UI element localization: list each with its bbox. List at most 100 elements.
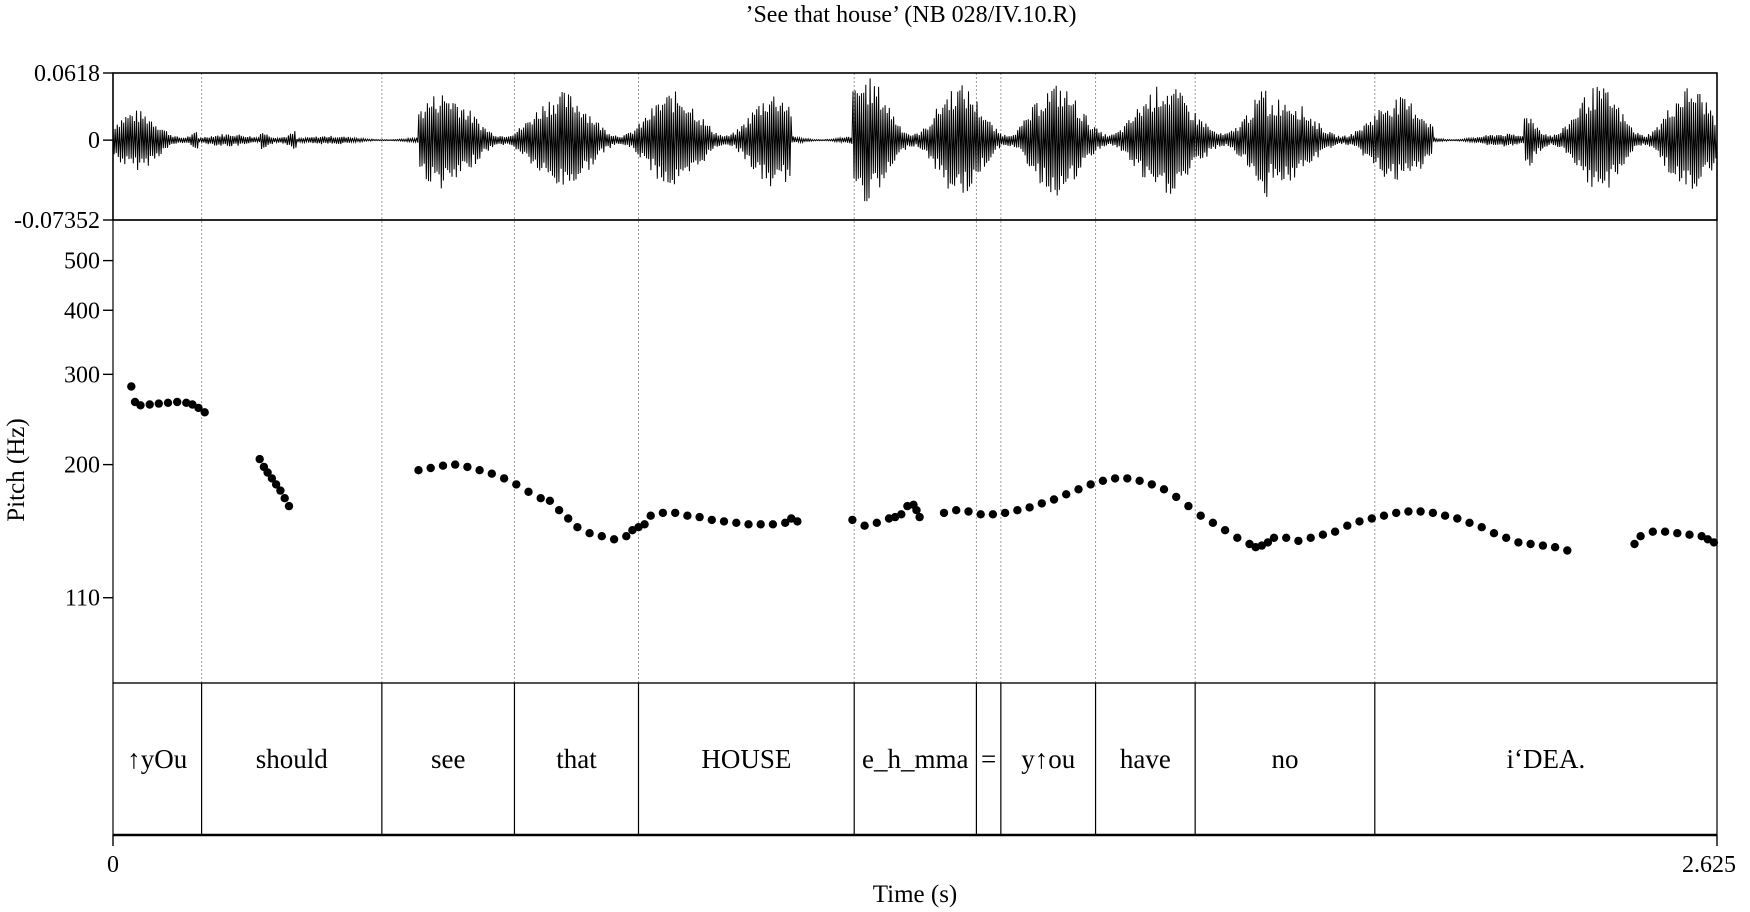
pitch-point	[127, 382, 136, 391]
tier-label: y↑ou	[1021, 744, 1076, 774]
pitch-point	[173, 397, 182, 407]
pitch-frame	[112, 219, 1718, 684]
pitch-point	[1000, 508, 1010, 518]
pitch-point	[597, 532, 606, 541]
pitch-point	[1453, 514, 1462, 523]
pitch-point	[1404, 507, 1413, 516]
pitch-point	[1062, 490, 1071, 499]
pitch-point	[1660, 527, 1670, 536]
waveform-y-tick-label: -0.07352	[14, 208, 100, 234]
waveform-panel	[112, 78, 1718, 202]
tier-label: =	[981, 744, 996, 774]
pitch-point	[136, 401, 145, 410]
pitch-point	[976, 510, 985, 519]
pitch-point	[707, 515, 716, 525]
pitch-point	[897, 510, 906, 519]
pitch-point	[646, 511, 655, 520]
pitch-point	[1159, 485, 1169, 494]
pitch-point	[912, 506, 921, 515]
pitch-point	[793, 517, 802, 526]
pitch-y-tick-label: 400	[64, 298, 100, 324]
pitch-point	[475, 466, 484, 475]
pitch-point	[1147, 480, 1157, 489]
pitch-y-tick-label: 500	[64, 249, 100, 275]
time-tick-label: 0	[107, 852, 119, 878]
pitch-point	[781, 518, 790, 527]
pitch-point	[1025, 503, 1034, 512]
boundary-lines	[201, 73, 1376, 683]
pitch-point	[1343, 521, 1352, 530]
tier-label: HOUSE	[701, 744, 791, 774]
pitch-point	[271, 480, 281, 489]
pitch-point	[964, 507, 973, 516]
pitch-point	[1110, 474, 1120, 483]
pitch-point	[1440, 511, 1450, 520]
pitch-point	[939, 508, 949, 518]
time-axis: 0 2.625	[107, 835, 1736, 878]
pitch-point	[1355, 517, 1364, 526]
pitch-point	[1086, 480, 1095, 489]
pitch-y-tick-label: 200	[64, 453, 100, 479]
pitch-point	[1709, 538, 1719, 547]
pitch-y-axis: 110 200 300 400 500	[64, 249, 113, 612]
pitch-point	[1538, 541, 1548, 550]
pitch-point	[145, 400, 154, 409]
pitch-point	[1477, 523, 1486, 532]
pitch-point	[284, 501, 294, 511]
pitch-point	[524, 487, 533, 496]
pitch-point	[163, 398, 173, 407]
pitch-point	[280, 494, 289, 503]
time-axis-label: Time (s)	[873, 881, 958, 908]
pitch-point	[1172, 492, 1181, 502]
waveform-y-tick-label: 0.0618	[34, 61, 100, 87]
pitch-axis-label: Pitch (Hz)	[3, 418, 30, 521]
pitch-point	[1367, 514, 1377, 523]
pitch-point	[658, 508, 668, 518]
pitch-point	[499, 474, 509, 483]
pitch-point	[1392, 508, 1401, 518]
pitch-point	[1263, 538, 1273, 547]
pitch-point	[1184, 501, 1193, 511]
pitch-point	[194, 403, 203, 413]
pitch-point	[1049, 495, 1059, 504]
tier-label: ↑yOu	[127, 744, 187, 774]
time-tick-label: 2.625	[1682, 852, 1736, 878]
pitch-point	[451, 460, 460, 469]
chart-title: ’See that house’ (NB 028/IV.10.R)	[745, 2, 1076, 28]
pitch-point	[1074, 485, 1083, 494]
pitch-point	[1269, 533, 1279, 542]
pitch-point	[1514, 538, 1523, 547]
pitch-point	[1196, 511, 1205, 520]
pitch-point	[1098, 476, 1108, 485]
pitch-point	[263, 468, 272, 477]
pitch-point	[1208, 518, 1218, 527]
pitch-point	[1013, 506, 1022, 515]
pitch-point	[487, 469, 496, 478]
pitch-point	[512, 480, 521, 489]
waveform-y-axis: 0.0618 0 -0.07352	[14, 61, 113, 234]
tier-label: should	[256, 744, 329, 774]
pitch-point	[255, 454, 264, 464]
pitch-point	[609, 535, 619, 544]
pitch-point	[1428, 508, 1438, 518]
waveform-frame	[112, 72, 1718, 221]
pitch-point	[545, 496, 555, 505]
pitch-point	[915, 512, 924, 522]
tier-label: see	[431, 744, 465, 774]
pitch-point	[1648, 527, 1658, 536]
waveform-trace	[112, 78, 1718, 202]
pitch-point	[1526, 539, 1535, 549]
pitch-point	[536, 494, 545, 503]
pitch-point	[695, 512, 704, 522]
pitch-y-tick-label: 110	[65, 586, 100, 612]
tier-label: that	[556, 744, 597, 774]
pitch-point	[1306, 533, 1315, 542]
pitch-point	[276, 486, 285, 495]
tier-label: i‘DEA.	[1507, 744, 1586, 774]
pitch-y-tick-label: 300	[64, 362, 100, 388]
pitch-point	[683, 511, 692, 520]
pitch-point	[1630, 539, 1639, 549]
pitch-point	[267, 474, 277, 483]
pitch-point	[1245, 539, 1254, 549]
pitch-point	[1673, 529, 1682, 538]
